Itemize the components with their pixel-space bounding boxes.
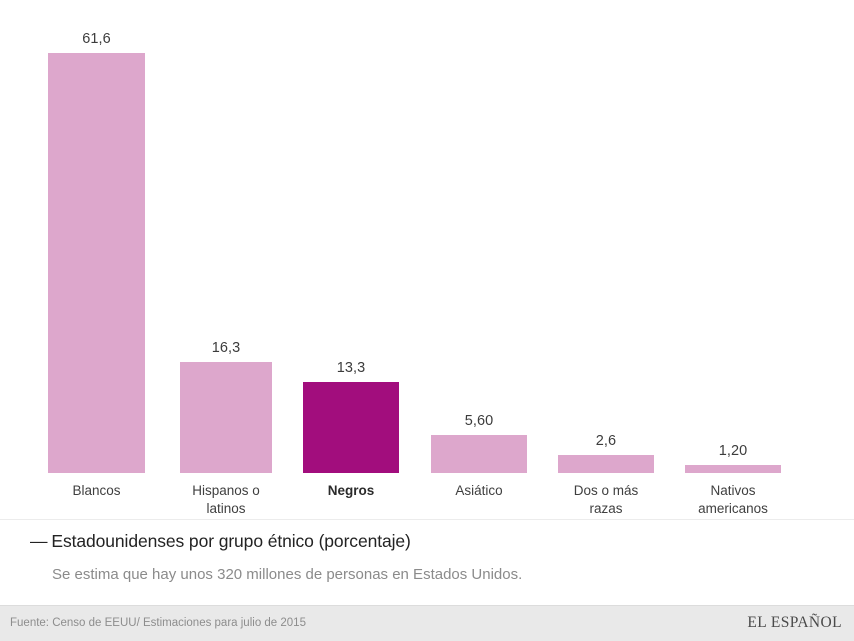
bar-value-label: 13,3 bbox=[336, 360, 366, 376]
bar-rect-highlighted[interactable] bbox=[303, 382, 399, 473]
caption-divider bbox=[0, 519, 854, 520]
bar-group-asiatico[interactable]: 5,60 Asiático bbox=[431, 413, 527, 498]
bar-value-label: 1,20 bbox=[718, 443, 748, 459]
bar-group-blancos[interactable]: 61,6 Blancos bbox=[48, 31, 145, 498]
bar-category-label: Nativos americanos bbox=[698, 483, 768, 516]
chart-title-text: Estadounidenses por grupo étnico (porcen… bbox=[51, 531, 411, 551]
bar-rect[interactable] bbox=[558, 455, 654, 473]
publisher-logo: EL ESPAÑOL bbox=[747, 614, 842, 631]
bar-group-negros[interactable]: 13,3 Negros bbox=[303, 360, 399, 498]
bar-value-label: 16,3 bbox=[211, 340, 241, 356]
bar-value-label: 2,6 bbox=[595, 433, 617, 449]
bar-category-label: Hispanos o latinos bbox=[192, 483, 260, 516]
bar-group-hispanos-o-latinos[interactable]: 16,3 Hispanos o latinos bbox=[180, 340, 272, 516]
bar-group-dos-o-mas-razas[interactable]: 2,6 Dos o más razas bbox=[558, 433, 654, 516]
bar-rect[interactable] bbox=[48, 53, 145, 473]
source-text: Fuente: Censo de EEUU/ Estimaciones para… bbox=[10, 617, 306, 629]
bar-rect[interactable] bbox=[685, 465, 781, 473]
bar-category-label: Asiático bbox=[455, 483, 503, 498]
bar-rect[interactable] bbox=[180, 362, 272, 473]
footer-bar: Fuente: Censo de EEUU/ Estimaciones para… bbox=[0, 605, 854, 641]
bar-category-label: Blancos bbox=[72, 483, 121, 498]
caption-block: — Estadounidenses por grupo étnico (porce… bbox=[30, 529, 820, 585]
chart-subtitle: Se estima que hay unos 320 millones de p… bbox=[52, 566, 523, 583]
bar-category-label: Negros bbox=[327, 483, 375, 498]
bar-rect[interactable] bbox=[431, 435, 527, 473]
bar-value-label: 61,6 bbox=[82, 31, 111, 47]
title-dash: — bbox=[30, 531, 48, 551]
bar-group-nativos-americanos[interactable]: 1,20 Nativos americanos bbox=[685, 443, 781, 516]
chart-title: — Estadounidenses por grupo étnico (porce… bbox=[30, 529, 820, 553]
bar-category-label: Dos o más razas bbox=[573, 483, 639, 516]
bar-chart-plot-area: 61,6 Blancos 16,3 Hispanos o latinos 13,… bbox=[48, 31, 781, 516]
bar-value-label: 5,60 bbox=[464, 413, 494, 429]
